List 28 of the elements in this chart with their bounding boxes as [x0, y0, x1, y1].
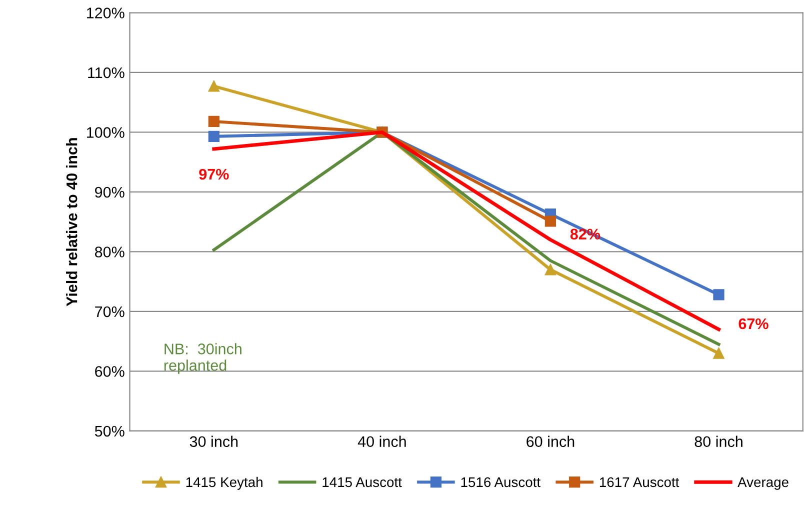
x-tick-label: 30 inch [190, 436, 238, 448]
y-tick-label: 60% [95, 366, 124, 377]
y-tick-label: 80% [94, 246, 124, 258]
y-tick-label: 90% [95, 186, 124, 198]
y-tick-label: 100% [86, 127, 124, 138]
y-tick-label: 120% [86, 8, 124, 18]
y-axis-title: Yield relative to 40 inch [66, 138, 78, 306]
legend-label: 1415 Auscott [322, 477, 402, 488]
y-tick-label: 50% [94, 426, 124, 437]
y-tick-label: 110% [88, 67, 124, 78]
point [208, 80, 220, 92]
point [544, 216, 556, 227]
point [713, 289, 724, 300]
y-tick-label: 70% [95, 306, 124, 318]
legend-label: 1516 Auscott [461, 477, 540, 488]
point [544, 264, 556, 276]
data-label: 97% [199, 168, 229, 180]
x-tick-label: 60 inch [526, 436, 574, 448]
point [713, 348, 724, 359]
annotation: NB: 30inch replanted [164, 343, 242, 374]
legend-label: 1415 Keytah [186, 476, 262, 490]
x-tick-label: 40 inch [358, 436, 406, 448]
point [208, 116, 220, 128]
data-label: 67% [738, 318, 768, 330]
x-tick-label: 80 inch [694, 436, 742, 448]
legend-label: Average [738, 477, 788, 490]
point [208, 130, 220, 142]
legend-label: 1617 Auscott [600, 477, 680, 488]
